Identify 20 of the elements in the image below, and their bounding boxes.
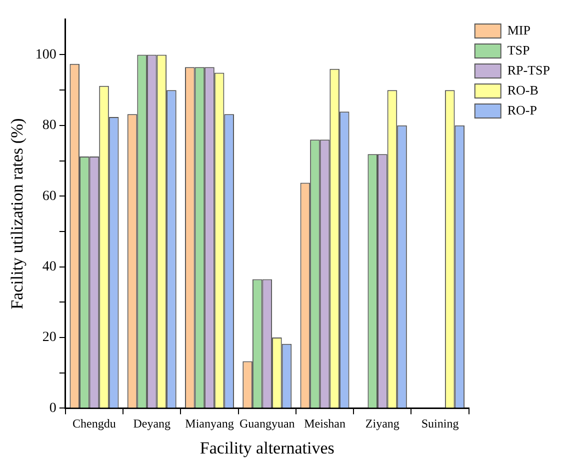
- legend-label: RP-TSP: [507, 62, 550, 78]
- y-tick-label: 40: [42, 259, 56, 274]
- legend-label: MIP: [507, 22, 530, 38]
- x-tick-label: Mianyang: [185, 416, 234, 431]
- x-tick-label: Meishan: [304, 416, 346, 431]
- y-tick-label: 20: [42, 330, 56, 346]
- x-tick-label: Suining: [421, 416, 459, 431]
- legend-label: RO-P: [507, 102, 537, 118]
- y-tick-label: 0: [49, 400, 56, 416]
- legend-label: RO-B: [507, 82, 539, 98]
- y-tick-label: 80: [42, 118, 56, 134]
- y-tick-label: 60: [42, 188, 56, 204]
- legend-label: TSP: [507, 42, 530, 58]
- x-tick-label: Guangyuan: [239, 416, 295, 431]
- x-tick-label: Ziyang: [365, 416, 400, 431]
- y-tick-label: 100: [35, 47, 56, 62]
- y-axis-title: Facility utilization rates (%): [8, 118, 27, 310]
- x-axis-title: Facility alternatives: [200, 438, 334, 458]
- x-tick-label: Deyang: [133, 416, 171, 431]
- x-tick-label: Chengdu: [72, 416, 116, 431]
